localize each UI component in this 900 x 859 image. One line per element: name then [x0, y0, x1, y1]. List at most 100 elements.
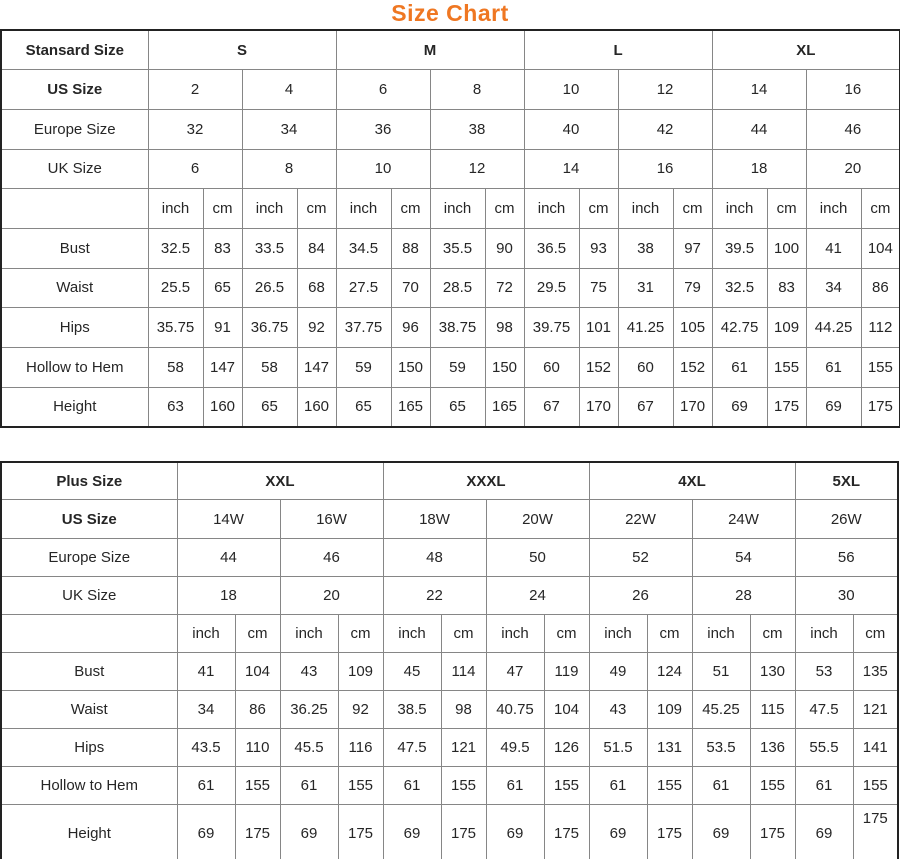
measure-value-cell: 175: [766, 386, 807, 428]
measure-value-cell: 49: [588, 651, 648, 691]
size-value-cell: 32: [147, 108, 243, 150]
measure-value-cell: 92: [337, 689, 384, 730]
measure-value-cell: 51.5: [588, 728, 648, 768]
size-value-cell: 46: [805, 108, 900, 150]
measure-value-cell: 112: [860, 307, 900, 348]
unit-cell-inch: inch: [588, 613, 648, 653]
measure-value-cell: 69: [805, 386, 862, 428]
measure-value-cell: 27.5: [335, 267, 392, 309]
measure-value-cell: 53.5: [691, 728, 751, 768]
measure-value-cell: 93: [578, 227, 619, 269]
size-value-cell: 48: [382, 537, 487, 577]
unit-cell-cm: cm: [646, 613, 693, 653]
size-value-cell: 10: [335, 148, 431, 190]
measure-value-cell: 61: [279, 766, 339, 806]
measure-row: Bust 32.5 83 33.5 84 34.5 88 35.5 90 36.5 93 38 97 39…: [0, 227, 900, 269]
measure-value-cell: 86: [860, 267, 900, 309]
unit-cell-inch: inch: [382, 613, 442, 653]
measure-value-cell: 92: [296, 307, 337, 348]
measure-value-cell: 61: [691, 766, 751, 806]
measure-row: Waist 25.5 65 26.5 68 27.5 70 28.5 72 29.5 75 31 79 3…: [0, 267, 900, 309]
measure-value-cell: 32.5: [711, 267, 768, 309]
measure-value-cell: 175: [543, 804, 590, 859]
page-title: Size Chart: [391, 0, 509, 26]
unit-cell-inch: inch: [147, 188, 204, 229]
size-value-cell: 6: [147, 148, 243, 190]
size-value-cell: 12: [617, 69, 713, 110]
row-label: Height: [0, 386, 149, 428]
size-value-cell: 44: [711, 108, 807, 150]
measure-value-cell: 150: [484, 347, 525, 388]
measure-value-cell: 91: [202, 307, 243, 348]
measure-value-cell: 165: [484, 386, 525, 428]
measure-value-cell: 38: [617, 227, 674, 269]
unit-cell-cm: cm: [337, 613, 384, 653]
measure-value-cell: 34: [805, 267, 862, 309]
size-value-cell: 16W: [279, 499, 384, 539]
unit-row: inch cm inch cm inch cm inch cm inch cm inch cm inch…: [0, 188, 900, 229]
measure-value-cell: 175: [852, 804, 899, 859]
row-label: Waist: [0, 689, 178, 730]
row-label: Europe Size: [0, 537, 178, 577]
measure-row: Bust 41 104 43 109 45 114 47 119 49 124 51 130 53 135: [0, 651, 899, 691]
size-value-cell: 56: [794, 537, 899, 577]
measure-value-cell: 63: [147, 386, 204, 428]
measure-value-cell: 175: [234, 804, 281, 859]
measure-value-cell: 75: [578, 267, 619, 309]
measure-value-cell: 47.5: [382, 728, 442, 768]
measure-value-cell: 61: [711, 347, 768, 388]
size-value-cell: 46: [279, 537, 384, 577]
measure-value-cell: 130: [749, 651, 796, 691]
size-value-cell: 26W: [794, 499, 899, 539]
row-label: Waist: [0, 267, 149, 309]
measure-value-cell: 98: [484, 307, 525, 348]
size-value-cell: 22W: [588, 499, 693, 539]
measure-value-cell: 152: [672, 347, 713, 388]
measure-value-cell: 109: [766, 307, 807, 348]
measure-value-cell: 70: [390, 267, 431, 309]
size-value-cell: 20: [279, 575, 384, 615]
measure-value-cell: 61: [794, 766, 854, 806]
measure-value-cell: 160: [296, 386, 337, 428]
size-value-cell: 8: [241, 148, 337, 190]
measure-value-cell: 31: [617, 267, 674, 309]
size-value-cell: 18W: [382, 499, 487, 539]
measure-value-cell: 90: [484, 227, 525, 269]
measure-value-cell: 42.75: [711, 307, 768, 348]
measure-value-cell: 155: [543, 766, 590, 806]
measure-value-cell: 25.5: [147, 267, 204, 309]
measure-value-cell: 104: [543, 689, 590, 730]
measure-value-cell: 98: [440, 689, 487, 730]
row-label: US Size: [0, 69, 149, 110]
measure-value-cell: 126: [543, 728, 590, 768]
measure-value-cell: 36.75: [241, 307, 298, 348]
measure-value-cell: 45: [382, 651, 442, 691]
measure-value-cell: 101: [578, 307, 619, 348]
measure-value-cell: 69: [588, 804, 648, 859]
measure-value-cell: 35.75: [147, 307, 204, 348]
unit-row: inch cm inch cm inch cm inch cm inch cm inch cm inch…: [0, 613, 899, 653]
measure-value-cell: 175: [749, 804, 796, 859]
unit-cell-inch: inch: [241, 188, 298, 229]
measure-value-cell: 109: [646, 689, 693, 730]
unit-cell-cm: cm: [390, 188, 431, 229]
unit-cell-cm: cm: [766, 188, 807, 229]
measure-value-cell: 79: [672, 267, 713, 309]
measure-value-cell: 36.5: [523, 227, 580, 269]
measure-value-cell: 51: [691, 651, 751, 691]
measure-value-cell: 83: [202, 227, 243, 269]
size-value-cell: 16: [805, 69, 900, 110]
measure-value-cell: 28.5: [429, 267, 486, 309]
size-header-cell: 4XL: [588, 461, 796, 501]
measure-value-cell: 155: [646, 766, 693, 806]
measure-value-cell: 155: [749, 766, 796, 806]
size-row: US Size 2 4 6 8 10 12 14 16: [0, 69, 900, 110]
unit-cell-cm: cm: [749, 613, 796, 653]
measure-value-cell: 33.5: [241, 227, 298, 269]
size-row: Europe Size 32 34 36 38 40 42 44 46: [0, 108, 900, 150]
measure-row: Hollow to Hem 61 155 61 155 61 155 61 155 61 155 61…: [0, 766, 899, 806]
standard-size-table: Stansard Size S M L XL US Size 2 4 6 8 10 12 14 16 Eur…: [0, 29, 900, 428]
size-value-cell: 18: [176, 575, 281, 615]
measure-value-cell: 170: [672, 386, 713, 428]
measure-value-cell: 155: [860, 347, 900, 388]
